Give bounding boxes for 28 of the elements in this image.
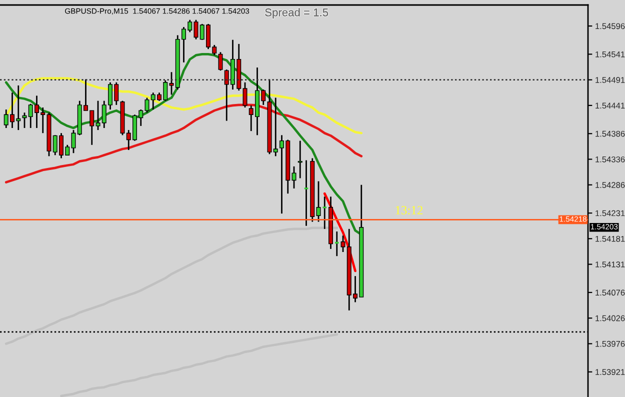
line-series [323,192,356,272]
y-tick-label: 1.53921 [596,369,625,375]
y-tick-label: 1.54181 [596,236,625,242]
y-tick-label: 1.54541 [596,51,625,58]
candlestick [144,97,150,114]
candlestick [316,180,321,222]
y-tick-label: 1.54131 [596,261,625,268]
candlestick [242,82,248,108]
line-series [60,333,338,397]
y-tick-label: 1.54596 [596,23,625,30]
annotation: 13:12 [396,206,422,214]
candlestick [96,100,100,131]
y-tick-label: 1.54286 [596,182,625,188]
candlestick [292,166,296,190]
y-tick-label: 1.54491 [596,77,625,83]
annotation: Spread = 1.5 [265,8,328,18]
y-tick-label: 1.54441 [596,102,625,109]
y-tick-label: 1.54076 [596,290,625,296]
candlestick [298,140,302,179]
y-tick-label: 1.54386 [596,130,625,137]
y-tick-label: 1.54336 [596,156,625,162]
y-tick-label: 1.53976 [596,340,625,347]
y-tick-label: 1.54026 [596,315,625,322]
candlestick [273,97,278,157]
candlestick [169,71,174,96]
line-series [4,226,338,345]
y-tick-label: 1.54231 [596,210,625,216]
line-series [4,77,363,134]
